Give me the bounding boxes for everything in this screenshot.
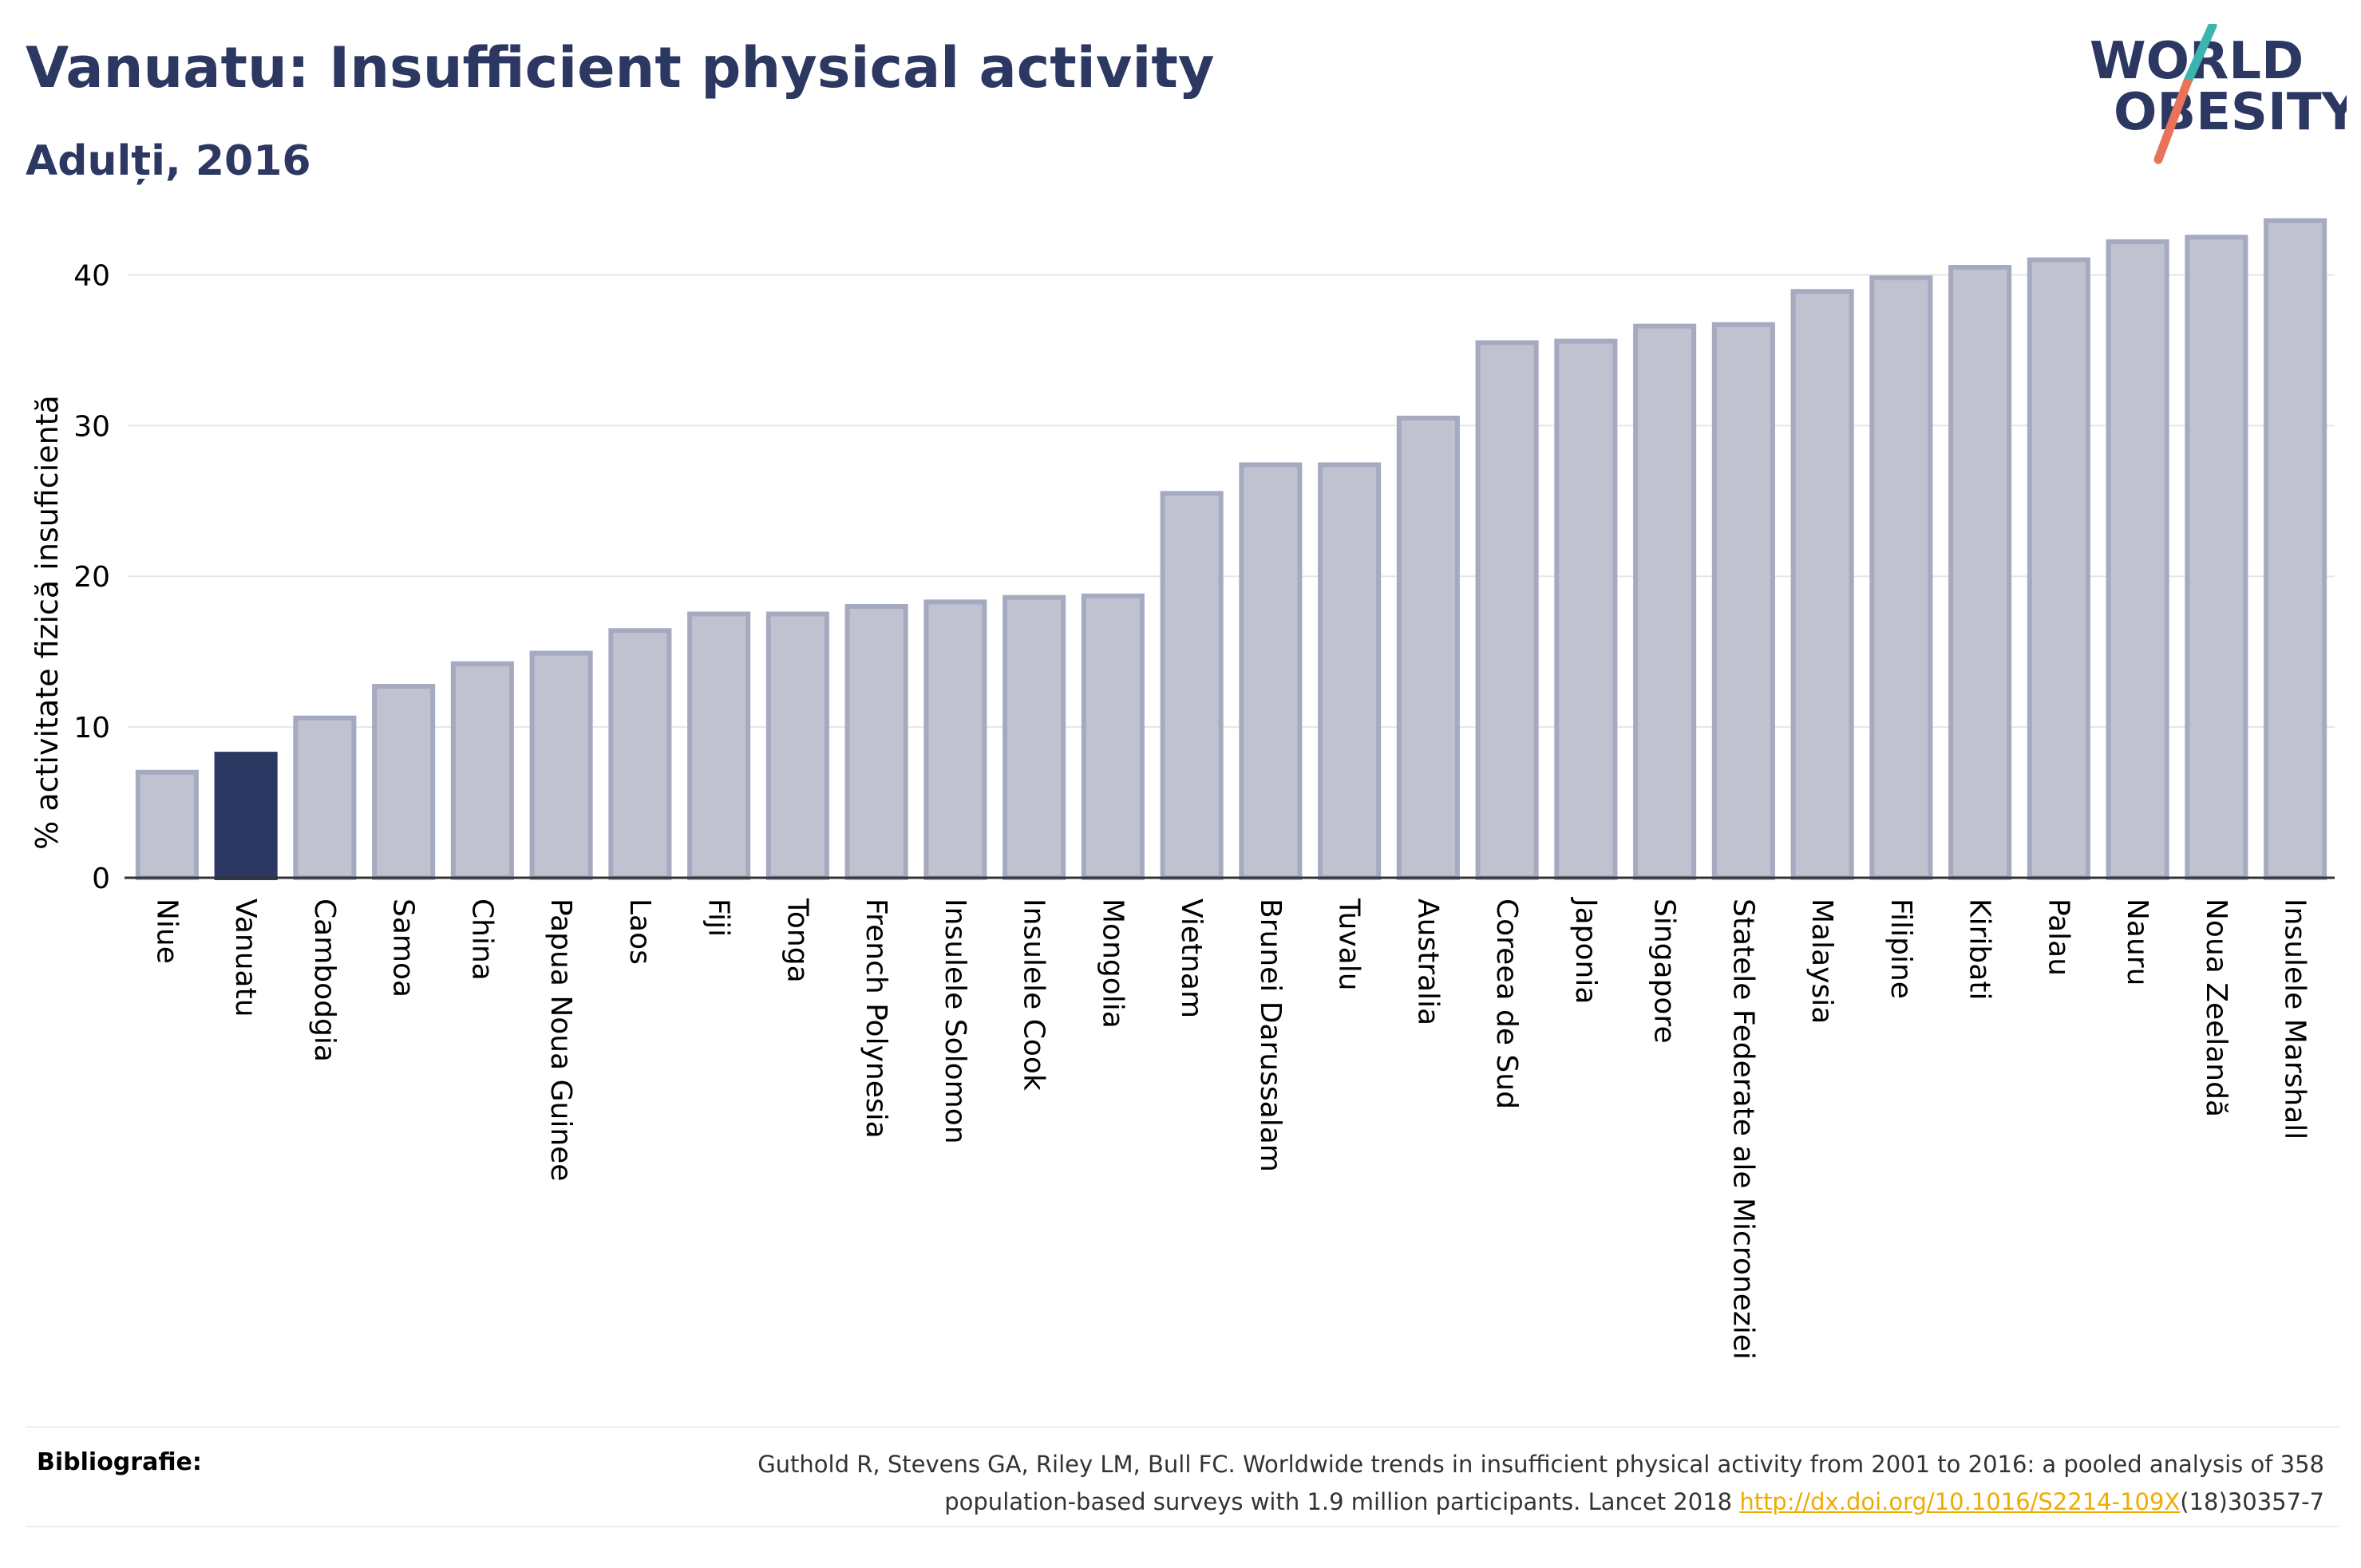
x-tick-label: Laos [623, 899, 656, 965]
citation-line-1: Guthold R, Stevens GA, Riley LM, Bull FC… [757, 1451, 2324, 1478]
x-tick-label: Kiribati [1964, 899, 1996, 1000]
bar-chart: 0 10 20 30 40 Niue Vanuatu Cambodgia Samoa China… [30, 218, 2335, 1360]
x-tick-label: Samoa [387, 899, 420, 997]
logo-slash-teal [2182, 24, 2217, 88]
y-tick-label: 0 [92, 863, 110, 895]
bar-insulele-solomon [923, 599, 987, 880]
x-tick-label: Palau [2042, 899, 2074, 976]
bar-noua-zeeland- [2185, 235, 2248, 880]
y-axis-label: % activitate fizică insuficientă [30, 395, 65, 850]
x-tick-label: Filipine [1884, 899, 1917, 999]
footer-divider-top [26, 1426, 2340, 1428]
doi-link[interactable]: http://dx.doi.org/10.1016/S2214-109X [1739, 1488, 2181, 1515]
bar-brunei-darussalam [1239, 462, 1303, 880]
x-tick-label: Brunei Darussalam [1254, 899, 1287, 1172]
y-tick-label: 30 [73, 410, 110, 443]
bar-niue [135, 769, 199, 880]
bar-mongolia [1081, 593, 1145, 880]
x-tick-label: Nauru [2121, 899, 2153, 985]
bar-statele-federate-ale-microneziei [1711, 322, 1775, 880]
x-tick-label: Papua Noua Guinee [544, 899, 577, 1181]
bars [135, 218, 2327, 881]
bar-cambodgia [293, 715, 357, 880]
bar-french-polynesia [844, 604, 908, 880]
y-tick-label: 20 [73, 561, 110, 594]
bibliography-citation: Guthold R, Stevens GA, Riley LM, Bull FC… [488, 1446, 2324, 1521]
x-tick-label: Australia [1411, 899, 1444, 1025]
x-tick-label: Vietnam [1175, 899, 1208, 1018]
x-tick-label: Niue [150, 899, 183, 964]
chart-subtitle: Adulți, 2016 [26, 137, 311, 185]
world-obesity-logo: WORLD OBESITY [2090, 24, 2347, 164]
bibliography-label: Bibliografie: [37, 1448, 202, 1476]
x-tick-label: Coreea de Sud [1490, 899, 1523, 1109]
x-tick-label: Insulele Marshall [2279, 899, 2312, 1139]
x-tick-label: Vanuatu [229, 899, 262, 1017]
bar-nauru [2106, 239, 2169, 880]
logo-slash-coral [2153, 78, 2192, 164]
y-tick-label: 10 [73, 712, 110, 745]
bar-laos [608, 628, 672, 880]
axes: 0 10 20 30 40 [73, 259, 2335, 895]
x-tick-label: Malaysia [1805, 899, 1838, 1024]
x-tick-label: Noua Zeelandă [2200, 899, 2232, 1117]
x-tick-label: Tonga [781, 898, 813, 983]
bar-vanuatu [214, 752, 278, 880]
x-tick-label: Insulele Solomon [939, 899, 971, 1144]
x-tick-label: Tuvalu [1333, 898, 1366, 991]
x-tick-label: Singapore [1648, 899, 1681, 1044]
chart-title: Vanuatu: Insufficient physical activity [26, 35, 1215, 101]
bar-vietnam [1160, 491, 1224, 880]
bar-samoa [372, 684, 436, 880]
bar-papua-noua-guinee [529, 650, 593, 880]
bar-malaysia [1790, 289, 1854, 880]
logo-text-obesity: OBESITY [2114, 83, 2347, 142]
bar-tonga [765, 611, 829, 880]
x-tick-label: China [465, 899, 498, 981]
y-tick-label: 40 [73, 259, 110, 292]
bar-palau [2027, 257, 2090, 880]
bar-japonia [1554, 338, 1618, 880]
bar-australia [1396, 415, 1460, 880]
bar-singapore [1633, 323, 1697, 880]
x-tick-label: Cambodgia [308, 899, 341, 1062]
bar-filipine [1869, 275, 1933, 880]
x-tick-label: Statele Federate ale Microneziei [1726, 899, 1759, 1360]
bar-kiribati [1948, 265, 2012, 880]
x-tick-label: Mongolia [1096, 899, 1129, 1029]
citation-tail: (18)30357-7 [2180, 1488, 2324, 1515]
x-tick-label: French Polynesia [860, 899, 892, 1139]
x-tick-label: Fiji [702, 899, 735, 937]
category-labels: Niue Vanuatu Cambodgia Samoa China Papua Noua… [150, 897, 2311, 1360]
bar-coreea-de-sud [1475, 340, 1539, 880]
bar-china [450, 661, 514, 880]
bar-fiji [687, 611, 751, 880]
bar-insulele-cook [1003, 594, 1066, 881]
x-tick-label: Japonia [1569, 897, 1602, 1004]
footer-divider-bottom [26, 1526, 2340, 1527]
x-tick-label: Insulele Cook [1018, 899, 1050, 1091]
bar-tuvalu [1318, 462, 1382, 880]
citation-line-2: population-based surveys with 1.9 millio… [944, 1488, 1740, 1515]
bar-insulele-marshall [2264, 218, 2327, 880]
